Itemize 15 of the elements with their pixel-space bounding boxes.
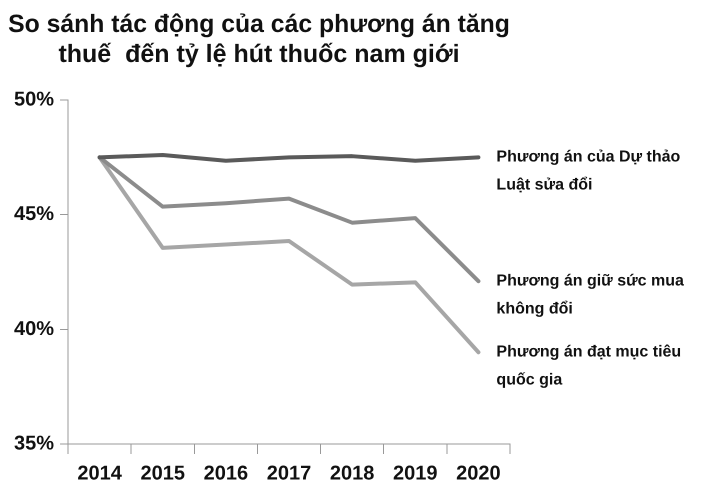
x-tick-label: 2017	[266, 462, 312, 485]
y-tick-label: 35%	[14, 432, 54, 455]
x-tick-label: 2015	[140, 462, 185, 485]
y-tick-label: 45%	[14, 203, 54, 226]
y-tick-label: 40%	[14, 318, 54, 340]
series-label: Phương án của Dự thảo Luật sửa đổi	[496, 148, 681, 194]
x-tick-label: 2016	[204, 462, 248, 485]
x-tick-label: 2019	[393, 462, 438, 485]
chart-title: So sánh tác động của các phương án tăng thuế đến tỷ lệ hút thuốc nam giới	[8, 10, 510, 68]
y-tick-label: 50%	[14, 88, 54, 111]
x-tick-label: 2018	[330, 462, 374, 485]
x-tick-label: 2020	[456, 462, 501, 485]
series-label: Phương án giữ sức mua không đổi	[496, 272, 684, 318]
x-tick-label: 2014	[77, 462, 123, 485]
series-label: Phương án đạt mục tiêu quốc gia	[496, 344, 682, 389]
